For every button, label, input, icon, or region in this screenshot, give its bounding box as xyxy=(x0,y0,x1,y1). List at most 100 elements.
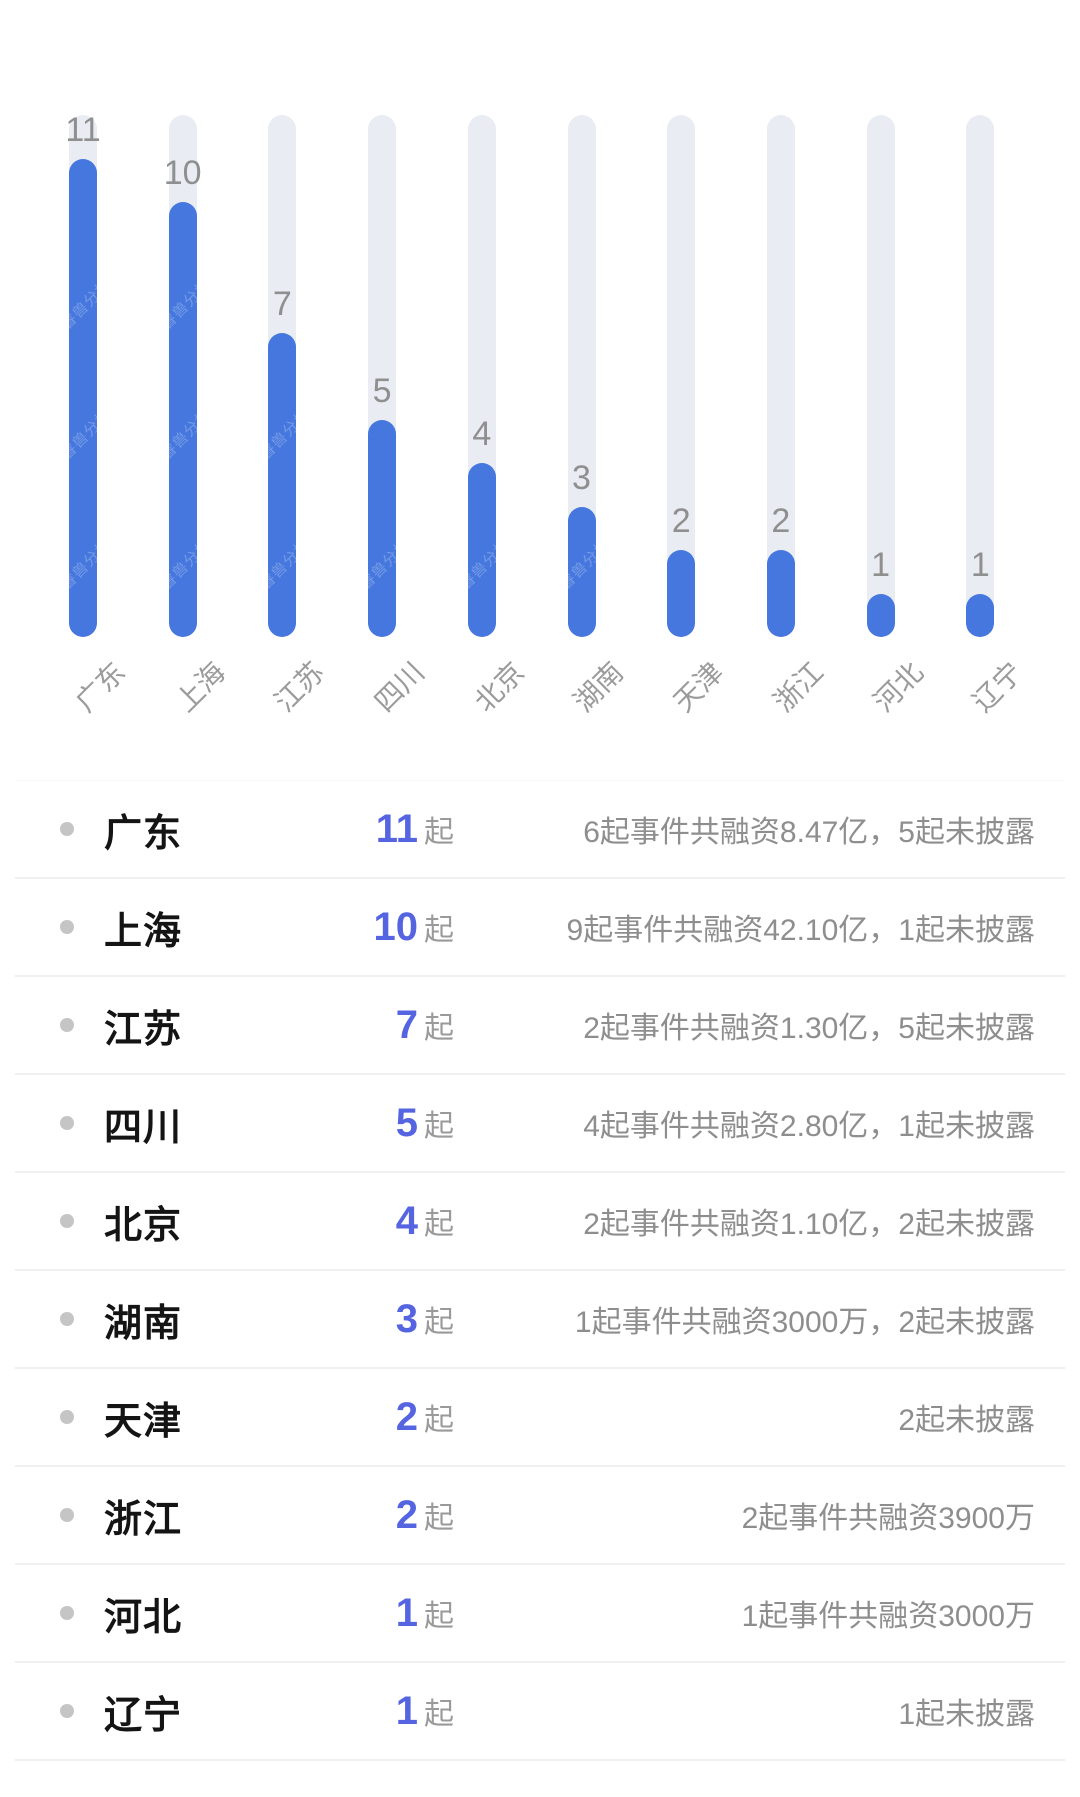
bar-value-label: 7 xyxy=(272,284,292,323)
event-count-number: 1 xyxy=(395,1688,418,1733)
bar-fill[interactable]: 睿兽分析 xyxy=(567,506,596,637)
chart-column: 睿兽分析 睿兽分析 睿兽分析 11 广东 xyxy=(33,0,133,780)
event-count-number: 1 xyxy=(395,1590,418,1635)
bar-fill[interactable]: 睿兽分析 xyxy=(467,463,496,637)
x-axis-label: 上海 xyxy=(169,656,231,718)
watermark-text: 睿兽分析 xyxy=(268,405,297,464)
watermark-text: 睿兽分析 xyxy=(69,535,97,594)
bar-fill[interactable]: 睿兽分析 睿兽分析 xyxy=(268,332,297,637)
event-count-number: 11 xyxy=(375,806,418,851)
bullet-dot-icon xyxy=(60,1116,74,1130)
event-count-unit: 起 xyxy=(424,1011,454,1045)
event-count: 4 起 xyxy=(304,1199,454,1244)
event-count: 3 起 xyxy=(304,1297,454,1342)
event-count: 7 起 xyxy=(304,1003,454,1048)
event-count-unit: 起 xyxy=(424,1599,454,1633)
list-item[interactable]: 河北 1 起 1起事件共融资3000万 xyxy=(15,1565,1065,1663)
x-axis-label: 天津 xyxy=(667,656,730,718)
event-count-number: 10 xyxy=(373,904,419,949)
region-name: 湖南 xyxy=(104,1302,183,1345)
bullet-dot-icon xyxy=(60,822,74,836)
event-count-unit: 起 xyxy=(424,1109,454,1143)
x-axis-label: 北京 xyxy=(468,656,530,718)
financing-detail: 2起事件共融资1.30亿，5起未披露 xyxy=(583,1012,1035,1045)
event-count: 2 起 xyxy=(304,1395,454,1440)
financing-detail: 4起事件共融资2.80亿，1起未披露 xyxy=(583,1110,1035,1143)
watermark-text: 睿兽分析 xyxy=(69,405,97,464)
region-name: 北京 xyxy=(104,1204,183,1247)
event-count-unit: 起 xyxy=(424,913,454,947)
bullet-dot-icon xyxy=(60,1018,74,1032)
event-count-number: 4 xyxy=(395,1198,418,1243)
x-axis-label: 江苏 xyxy=(269,656,331,718)
watermark-text: 睿兽分析 xyxy=(467,535,496,594)
watermark-text: 睿兽分析 xyxy=(368,535,397,594)
region-name: 上海 xyxy=(104,910,183,953)
list-item[interactable]: 辽宁 1 起 1起未披露 xyxy=(15,1663,1065,1761)
bar-value-label: 1 xyxy=(871,545,891,584)
bar-value-label: 11 xyxy=(65,110,101,149)
bar-fill[interactable] xyxy=(766,550,795,637)
event-count: 1 起 xyxy=(304,1689,454,1734)
financing-events-bar-chart: 睿兽分析 睿兽分析 睿兽分析 11 广东 睿兽分析 睿兽分析 睿兽分析 10 上海 睿兽分析 睿兽分析… xyxy=(0,0,1080,780)
region-list: 广东 11 起 6起事件共融资8.47亿，5起未披露 上海 10 起 9起事件共… xyxy=(0,780,1080,1761)
bar-fill[interactable]: 睿兽分析 睿兽分析 睿兽分析 xyxy=(168,202,197,637)
event-count: 1 起 xyxy=(304,1591,454,1636)
event-count-unit: 起 xyxy=(424,1207,454,1241)
list-item[interactable]: 广东 11 起 6起事件共融资8.47亿，5起未披露 xyxy=(15,780,1065,879)
x-axis-label: 四川 xyxy=(368,656,431,718)
chart-column: 2 浙江 xyxy=(731,0,831,780)
bar-value-label: 2 xyxy=(771,502,791,540)
financing-detail: 2起未披露 xyxy=(898,1404,1035,1437)
list-item[interactable]: 浙江 2 起 2起事件共融资3900万 xyxy=(15,1467,1065,1565)
x-axis-label: 河北 xyxy=(867,656,929,718)
list-item[interactable]: 四川 5 起 4起事件共融资2.80亿，1起未披露 xyxy=(15,1075,1065,1173)
region-name: 四川 xyxy=(104,1106,183,1149)
list-item[interactable]: 天津 2 起 2起未披露 xyxy=(15,1369,1065,1467)
watermark-text: 睿兽分析 xyxy=(69,275,97,334)
bullet-dot-icon xyxy=(60,1214,74,1228)
bar-fill[interactable] xyxy=(667,550,696,637)
event-count: 2 起 xyxy=(304,1493,454,1538)
watermark-text: 睿兽分析 xyxy=(168,535,197,594)
list-item[interactable]: 上海 10 起 9起事件共融资42.10亿，1起未披露 xyxy=(15,879,1065,977)
bar-value-label: 3 xyxy=(572,458,591,497)
event-count-number: 7 xyxy=(395,1002,418,1047)
bar-fill[interactable] xyxy=(966,593,995,637)
region-name: 辽宁 xyxy=(104,1694,183,1737)
bar-value-label: 1 xyxy=(970,545,990,584)
chart-column: 1 河北 xyxy=(831,0,931,780)
financing-detail: 1起事件共融资3000万，2起未披露 xyxy=(574,1306,1035,1339)
bar-fill[interactable] xyxy=(866,593,895,637)
bar-fill[interactable]: 睿兽分析 xyxy=(368,419,397,637)
chart-column: 睿兽分析 3 湖南 xyxy=(532,0,632,780)
bar-fill[interactable]: 睿兽分析 睿兽分析 睿兽分析 xyxy=(69,158,97,637)
chart-column: 2 天津 xyxy=(631,0,731,780)
list-item[interactable]: 湖南 3 起 1起事件共融资3000万，2起未披露 xyxy=(15,1271,1065,1369)
financing-detail: 2起事件共融资1.10亿，2起未披露 xyxy=(583,1208,1035,1241)
region-name: 江苏 xyxy=(104,1008,183,1051)
x-axis-label: 湖南 xyxy=(568,656,630,718)
bullet-dot-icon xyxy=(60,1606,74,1620)
event-count: 5 起 xyxy=(304,1101,454,1146)
financing-detail: 9起事件共融资42.10亿，1起未披露 xyxy=(566,914,1035,947)
region-name: 广东 xyxy=(104,812,183,855)
bullet-dot-icon xyxy=(60,1312,74,1326)
list-item[interactable]: 北京 4 起 2起事件共融资1.10亿，2起未披露 xyxy=(15,1173,1065,1271)
event-count-number: 3 xyxy=(395,1296,418,1341)
financing-detail: 6起事件共融资8.47亿，5起未披露 xyxy=(583,816,1035,849)
watermark-text: 睿兽分析 xyxy=(567,535,596,594)
chart-column: 睿兽分析 4 北京 xyxy=(432,0,532,780)
chart-column: 1 辽宁 xyxy=(930,0,1030,780)
event-count-unit: 起 xyxy=(424,1403,454,1437)
region-name: 浙江 xyxy=(104,1498,183,1541)
bullet-dot-icon xyxy=(60,1508,74,1522)
event-count-unit: 起 xyxy=(424,1697,454,1731)
x-axis-label: 广东 xyxy=(69,656,132,718)
list-item[interactable]: 江苏 7 起 2起事件共融资1.30亿，5起未披露 xyxy=(15,977,1065,1075)
financing-detail: 1起事件共融资3000万 xyxy=(741,1600,1035,1633)
region-name: 天津 xyxy=(104,1400,183,1443)
financing-detail: 2起事件共融资3900万 xyxy=(741,1502,1035,1535)
chart-column: 睿兽分析 睿兽分析 7 江苏 xyxy=(232,0,332,780)
bar-track xyxy=(966,115,995,637)
